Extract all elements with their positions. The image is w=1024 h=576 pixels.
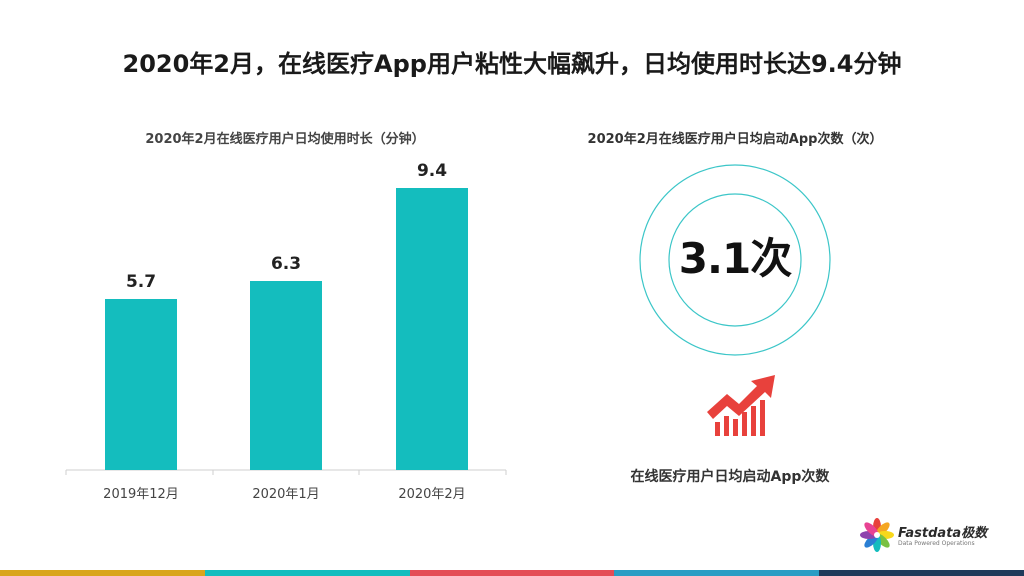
footer-segment (819, 570, 1024, 576)
brand-name: Fastdata极数 (898, 526, 988, 541)
bar-value-label: 5.7 (126, 272, 156, 292)
footer-segment (614, 570, 820, 576)
bar (105, 299, 177, 470)
bar (396, 188, 468, 470)
x-tick-label: 2019年12月 (103, 487, 179, 502)
trend-up-icon (707, 375, 775, 436)
footer-segment (0, 570, 205, 576)
x-tick-label: 2020年2月 (398, 487, 465, 502)
bar-value-label: 9.4 (417, 161, 447, 181)
brand-tagline: Data Powered Operations (898, 540, 975, 547)
bar-value-label: 6.3 (271, 254, 301, 274)
launch-count-caption: 在线医疗用户日均启动App次数 (630, 469, 830, 485)
brand-logo: Fastdata极数 Data Powered Operations (860, 516, 1010, 556)
brand-flower-icon (860, 518, 894, 552)
usage-duration-bar-chart: 5.7 2019年12月 6.3 2020年1月 9.4 2020年2月 (65, 161, 507, 502)
launch-count-value: 3.1次 (678, 234, 792, 283)
footer-color-bar (0, 570, 1024, 576)
bar-chart-title: 2020年2月在线医疗用户日均使用时长（分钟） (145, 132, 425, 147)
bar (250, 281, 322, 470)
x-tick-label: 2020年1月 (252, 487, 319, 502)
launch-count-title: 2020年2月在线医疗用户日均启动App次数（次） (587, 132, 883, 147)
footer-segment (204, 570, 410, 576)
outer-ring (639, 164, 831, 356)
inner-ring (668, 193, 802, 327)
footer-segment (409, 570, 615, 576)
slide-title: 2020年2月，在线医疗App用户粘性大幅飙升，日均使用时长达9.4分钟 (122, 50, 902, 78)
